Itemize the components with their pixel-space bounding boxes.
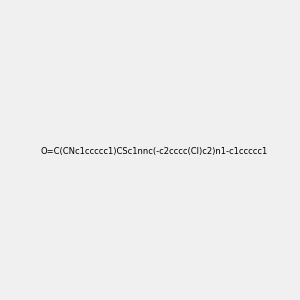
Text: O=C(CNc1ccccc1)CSc1nnc(-c2cccc(Cl)c2)n1-c1ccccc1: O=C(CNc1ccccc1)CSc1nnc(-c2cccc(Cl)c2)n1-… <box>40 147 267 156</box>
